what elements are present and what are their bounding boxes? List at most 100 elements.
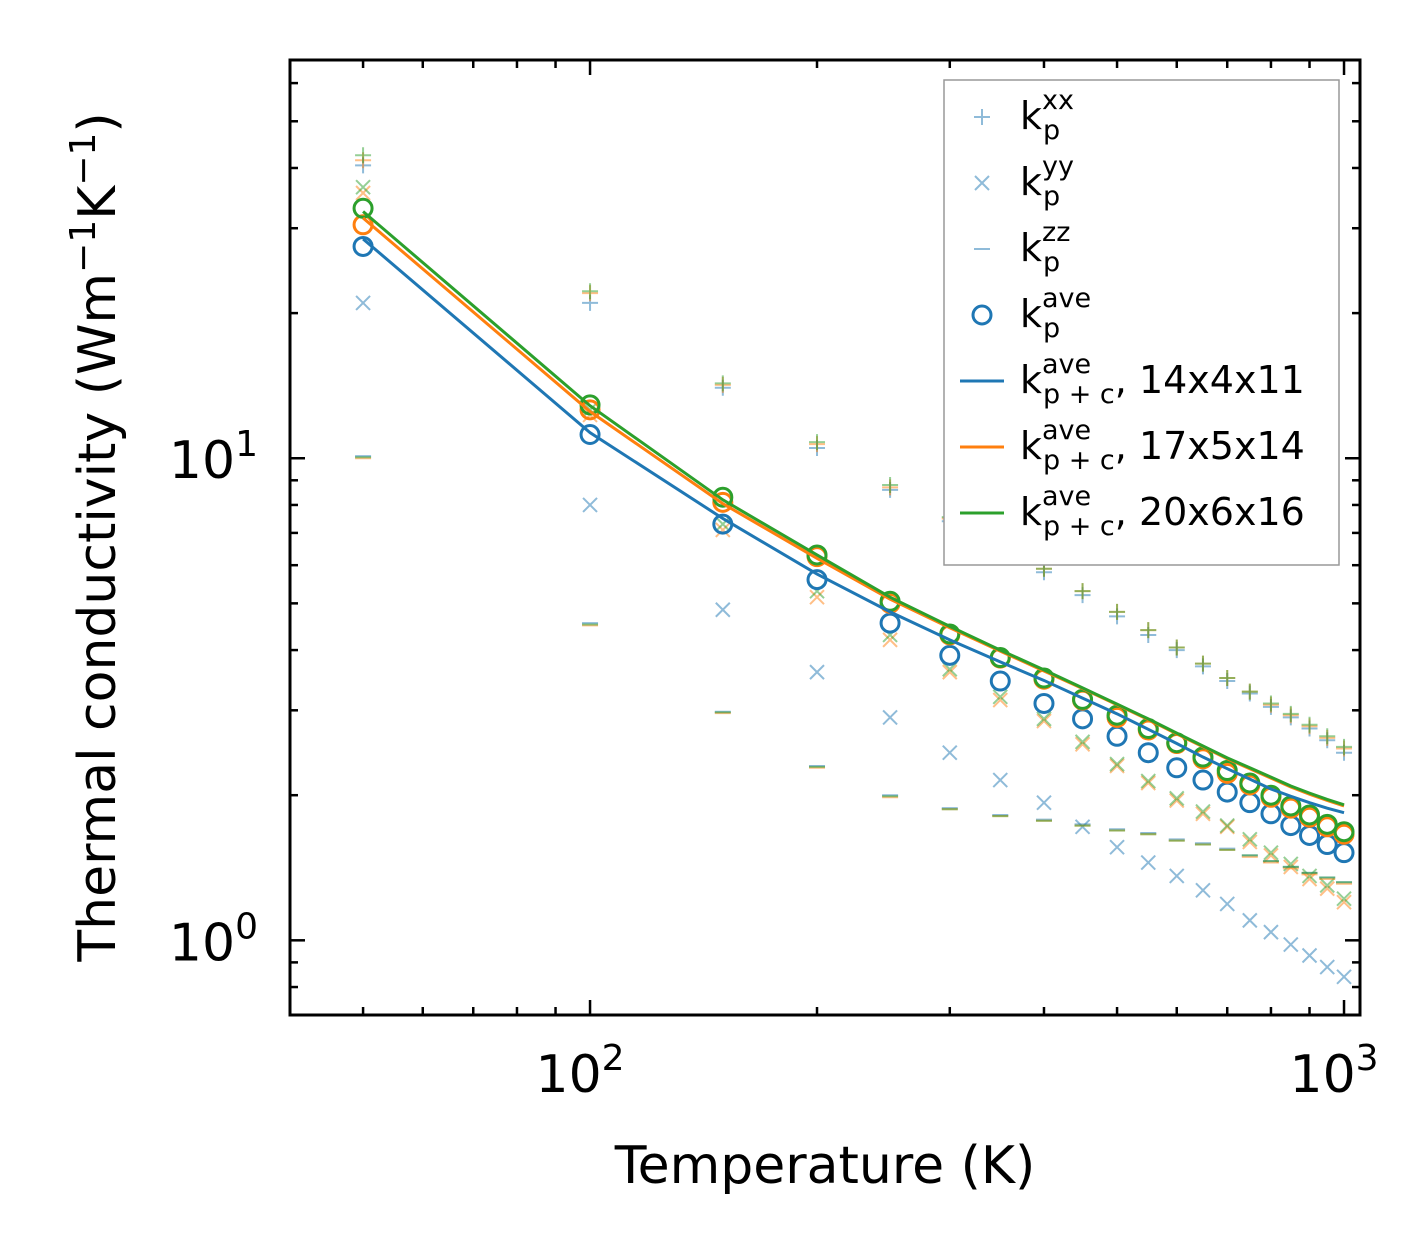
data-point-4-8 [1074, 736, 1091, 753]
data-point-3-2 [715, 602, 731, 618]
series-3 [355, 295, 1352, 985]
data-point-3-4 [882, 709, 898, 726]
data-point-5-10 [1140, 773, 1156, 789]
x-tick-label-base-0: 10 [536, 1045, 602, 1105]
legend-suffix-6: , 20x6x16 [1115, 490, 1305, 534]
legend-swatch-3 [971, 304, 993, 326]
legend-sub-4: p + c [1043, 379, 1115, 410]
data-point-2-9 [1109, 603, 1126, 620]
data-point-2-16 [1282, 705, 1299, 722]
data-point-5-14 [1242, 831, 1258, 848]
x-tick-label-exp-0: 2 [602, 1038, 625, 1079]
legend-label-0: kxx p [1020, 85, 1074, 146]
data-point-3-10 [1140, 854, 1156, 871]
data-point-4-4 [882, 632, 898, 648]
data-point-5-7 [1036, 711, 1052, 727]
data-point-5-6 [992, 689, 1008, 705]
legend-symbol-4: k [1020, 358, 1042, 402]
legend-sub-3: p [1043, 313, 1060, 344]
x-tick-label-base-1: 10 [1289, 1045, 1355, 1105]
data-point-11-15 [1260, 784, 1282, 806]
legend-sup-2: zz [1042, 217, 1070, 248]
legend-suffix-5: , 17x5x14 [1115, 424, 1305, 468]
data-point-11-17 [1299, 804, 1321, 826]
data-point-5-11 [1169, 790, 1185, 807]
data-point-3-1 [582, 497, 598, 513]
data-point-4-2 [715, 522, 731, 538]
legend-entry-3: kave p [971, 283, 1091, 344]
series-line-14 [362, 210, 1345, 807]
data-point-4-10 [1140, 775, 1156, 791]
data-point-11-18 [1316, 813, 1338, 835]
data-point-3-19 [1336, 969, 1352, 985]
data-point-3-5 [942, 745, 958, 761]
data-point-2-8 [1074, 583, 1091, 600]
data-point-5-18 [1319, 877, 1335, 894]
data-point-3-13 [1219, 896, 1235, 912]
series-11 [352, 197, 1355, 843]
y-tick-label-1: 101 [169, 424, 258, 491]
data-point-4-9 [1109, 758, 1125, 774]
y-axis-label-exp2: −1 [63, 133, 104, 186]
series-line-12 [362, 237, 1345, 815]
legend-label-4: kave p + c, 14x4x11 [1020, 349, 1305, 410]
legend-sup-5: ave [1042, 415, 1091, 446]
data-point-3-17 [1301, 947, 1318, 964]
legend-symbol-6: k [1020, 490, 1042, 534]
series-12 [362, 237, 1345, 815]
legend-label-5: kave p + c, 17x5x14 [1020, 415, 1305, 476]
data-point-2-10 [1140, 622, 1157, 639]
data-point-2-11 [1168, 639, 1185, 656]
y-axis-label-end: ) [68, 112, 128, 132]
data-point-11-19 [1333, 821, 1355, 843]
data-point-2-19 [1336, 738, 1353, 755]
data-point-4-19 [1336, 894, 1352, 910]
legend-sup-3: ave [1042, 283, 1091, 314]
legend-sub-1: p [1043, 181, 1060, 212]
legend-entry-6: kave p + c, 20x6x16 [960, 481, 1305, 542]
legend-label-6: kave p + c, 20x6x16 [1020, 481, 1305, 542]
data-point-5-19 [1336, 890, 1352, 907]
data-point-2-3 [809, 434, 826, 451]
y-axis-label-mid: K [68, 184, 128, 220]
data-point-4-0 [355, 185, 371, 201]
data-point-3-7 [1036, 794, 1052, 811]
legend-sup-0: xx [1042, 85, 1074, 116]
legend-symbol-1: k [1020, 160, 1042, 204]
data-point-11-0 [352, 197, 374, 219]
data-point-2-2 [714, 375, 731, 392]
data-point-4-7 [1036, 713, 1052, 729]
data-point-5-0 [355, 179, 371, 195]
data-point-2-17 [1301, 716, 1318, 733]
data-point-5-2 [715, 516, 731, 532]
legend-symbol-3: k [1020, 292, 1042, 336]
data-point-4-3 [809, 589, 825, 605]
legend-box [943, 79, 1340, 566]
y-tick-label-0: 100 [169, 906, 258, 973]
data-point-9-5 [939, 644, 961, 666]
data-point-5-12 [1195, 803, 1211, 820]
data-point-3-15 [1263, 924, 1279, 940]
x-tick-label-exp-1: 3 [1356, 1038, 1379, 1079]
y-tick-label-exp-0: 0 [235, 906, 258, 947]
y-tick-label-base-1: 10 [169, 431, 235, 491]
axis-ticks [288, 60, 1360, 1017]
legend-label-1: kyy p [1020, 151, 1074, 212]
data-point-11-8 [1072, 688, 1094, 710]
data-point-9-6 [989, 670, 1011, 692]
legend-sub-6: p + c [1043, 511, 1115, 542]
data-point-2-18 [1319, 728, 1336, 745]
series-4 [355, 185, 1352, 910]
data-point-3-6 [992, 772, 1008, 788]
data-point-9-10 [1137, 742, 1159, 764]
data-point-3-14 [1242, 912, 1258, 929]
y-axis-label: Thermal conductivity (Wm−1K−1) [63, 112, 128, 962]
legend-entry-1: kyy p [974, 151, 1074, 212]
data-point-9-7 [1033, 692, 1055, 714]
data-point-5-17 [1301, 868, 1318, 884]
data-point-2-0 [355, 147, 372, 164]
data-point-5-8 [1074, 734, 1091, 750]
legend-sup-4: ave [1042, 349, 1091, 380]
